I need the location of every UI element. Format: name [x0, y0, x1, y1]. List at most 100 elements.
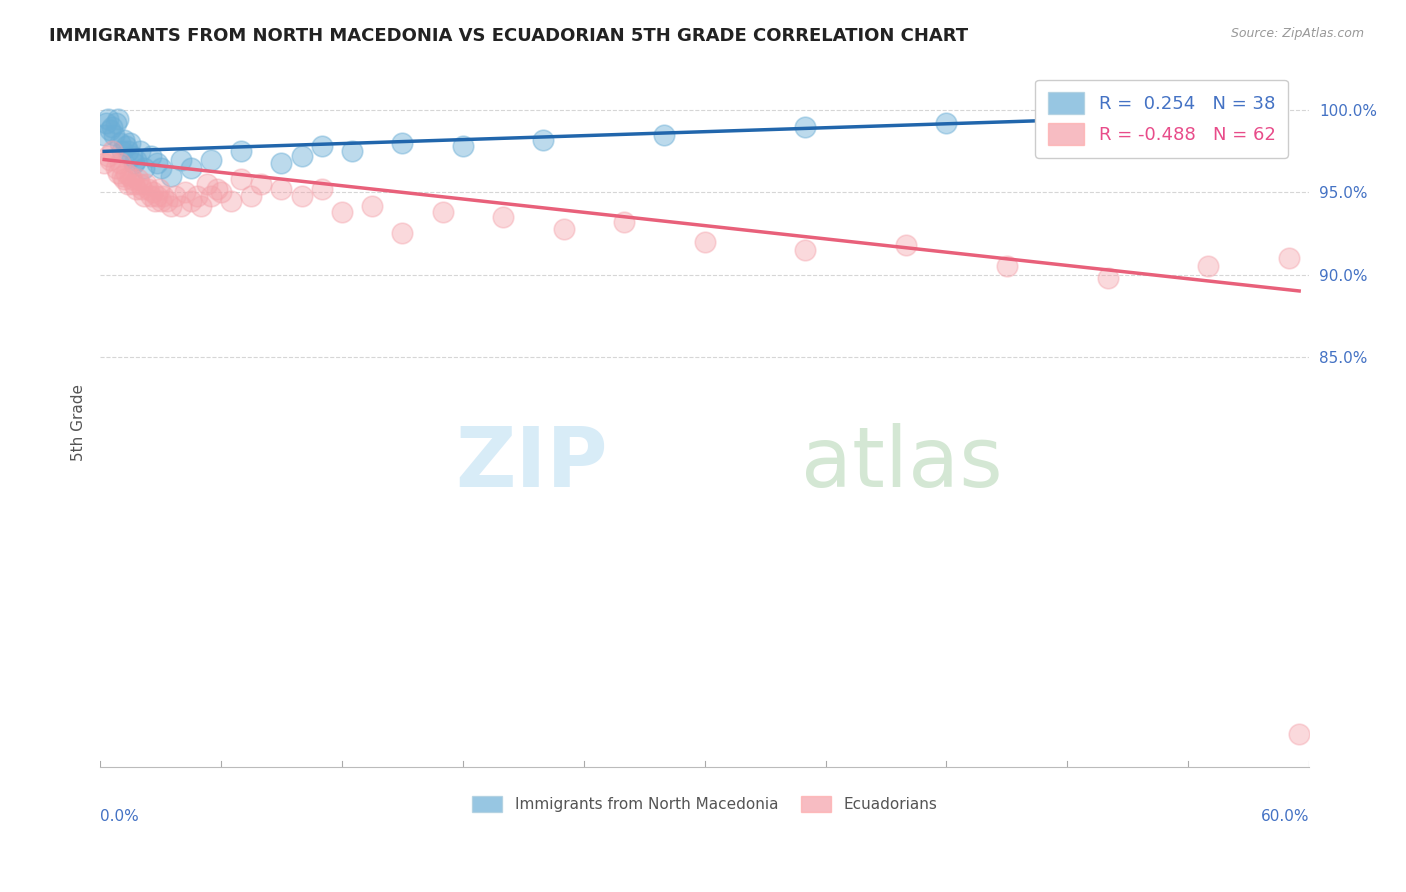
Point	[270, 182, 292, 196]
Point	[492, 210, 515, 224]
Point	[231, 172, 253, 186]
Point	[1198, 260, 1220, 274]
Point	[159, 169, 181, 183]
Point	[794, 120, 817, 134]
Point	[219, 194, 242, 208]
Point	[935, 116, 957, 130]
Point	[654, 128, 676, 142]
Text: 60.0%: 60.0%	[1261, 809, 1309, 823]
Point	[1278, 251, 1301, 265]
Point	[145, 188, 167, 202]
Point	[180, 161, 202, 175]
Point	[96, 116, 118, 130]
Point	[145, 156, 167, 170]
Point	[270, 156, 292, 170]
Point	[148, 182, 170, 196]
Point	[129, 145, 152, 159]
Point	[1097, 112, 1119, 126]
Y-axis label: 5th Grade: 5th Grade	[72, 384, 86, 461]
Point	[110, 136, 132, 150]
Point	[93, 128, 115, 142]
Point	[209, 186, 232, 200]
Point	[170, 198, 193, 212]
Point	[995, 260, 1018, 274]
Point	[115, 139, 138, 153]
Point	[180, 194, 202, 208]
Point	[127, 172, 149, 186]
Point	[195, 178, 218, 192]
Point	[131, 182, 153, 196]
Point	[101, 145, 124, 159]
Point	[117, 178, 139, 192]
Point	[159, 198, 181, 212]
Point	[231, 145, 253, 159]
Point	[111, 169, 134, 183]
Point	[139, 188, 162, 202]
Point	[93, 156, 115, 170]
Point	[173, 186, 195, 200]
Point	[141, 186, 163, 200]
Point	[533, 133, 555, 147]
Point	[1097, 270, 1119, 285]
Point	[240, 188, 263, 202]
Point	[149, 161, 172, 175]
Point	[200, 153, 222, 167]
Point	[361, 198, 384, 212]
Legend: Immigrants from North Macedonia, Ecuadorians: Immigrants from North Macedonia, Ecuador…	[465, 790, 943, 818]
Point	[129, 178, 152, 192]
Point	[105, 161, 128, 175]
Point	[291, 149, 314, 163]
Point	[97, 149, 120, 163]
Point	[107, 112, 129, 126]
Point	[134, 188, 156, 202]
Point	[149, 194, 172, 208]
Text: atlas: atlas	[801, 423, 1002, 504]
Point	[124, 156, 146, 170]
Point	[107, 166, 129, 180]
Point	[186, 188, 208, 202]
Point	[391, 136, 413, 150]
Point	[124, 178, 146, 192]
Point	[330, 205, 353, 219]
Point	[105, 116, 128, 130]
Point	[115, 166, 138, 180]
Point	[97, 112, 120, 126]
Point	[896, 238, 918, 252]
Text: ZIP: ZIP	[456, 423, 607, 504]
Point	[125, 182, 148, 196]
Text: 0.0%: 0.0%	[100, 809, 139, 823]
Point	[120, 169, 142, 183]
Point	[117, 145, 139, 159]
Point	[112, 133, 135, 147]
Point	[110, 156, 132, 170]
Point	[135, 178, 157, 192]
Point	[98, 153, 121, 167]
Point	[120, 136, 142, 150]
Point	[156, 194, 179, 208]
Point	[340, 145, 363, 159]
Point	[163, 188, 186, 202]
Point	[112, 172, 135, 186]
Point	[311, 139, 333, 153]
Point	[205, 182, 228, 196]
Point	[553, 221, 575, 235]
Point	[250, 178, 273, 192]
Point	[451, 139, 474, 153]
Point	[121, 172, 143, 186]
Point	[111, 145, 134, 159]
Text: IMMIGRANTS FROM NORTH MACEDONIA VS ECUADORIAN 5TH GRADE CORRELATION CHART: IMMIGRANTS FROM NORTH MACEDONIA VS ECUAD…	[49, 27, 969, 45]
Point	[693, 235, 716, 249]
Point	[98, 123, 121, 137]
Point	[152, 188, 174, 202]
Point	[1288, 727, 1310, 741]
Point	[170, 153, 193, 167]
Point	[103, 128, 125, 142]
Point	[134, 161, 156, 175]
Point	[311, 182, 333, 196]
Point	[125, 153, 148, 167]
Point	[143, 194, 166, 208]
Point	[291, 188, 314, 202]
Point	[200, 188, 222, 202]
Point	[190, 198, 212, 212]
Point	[391, 227, 413, 241]
